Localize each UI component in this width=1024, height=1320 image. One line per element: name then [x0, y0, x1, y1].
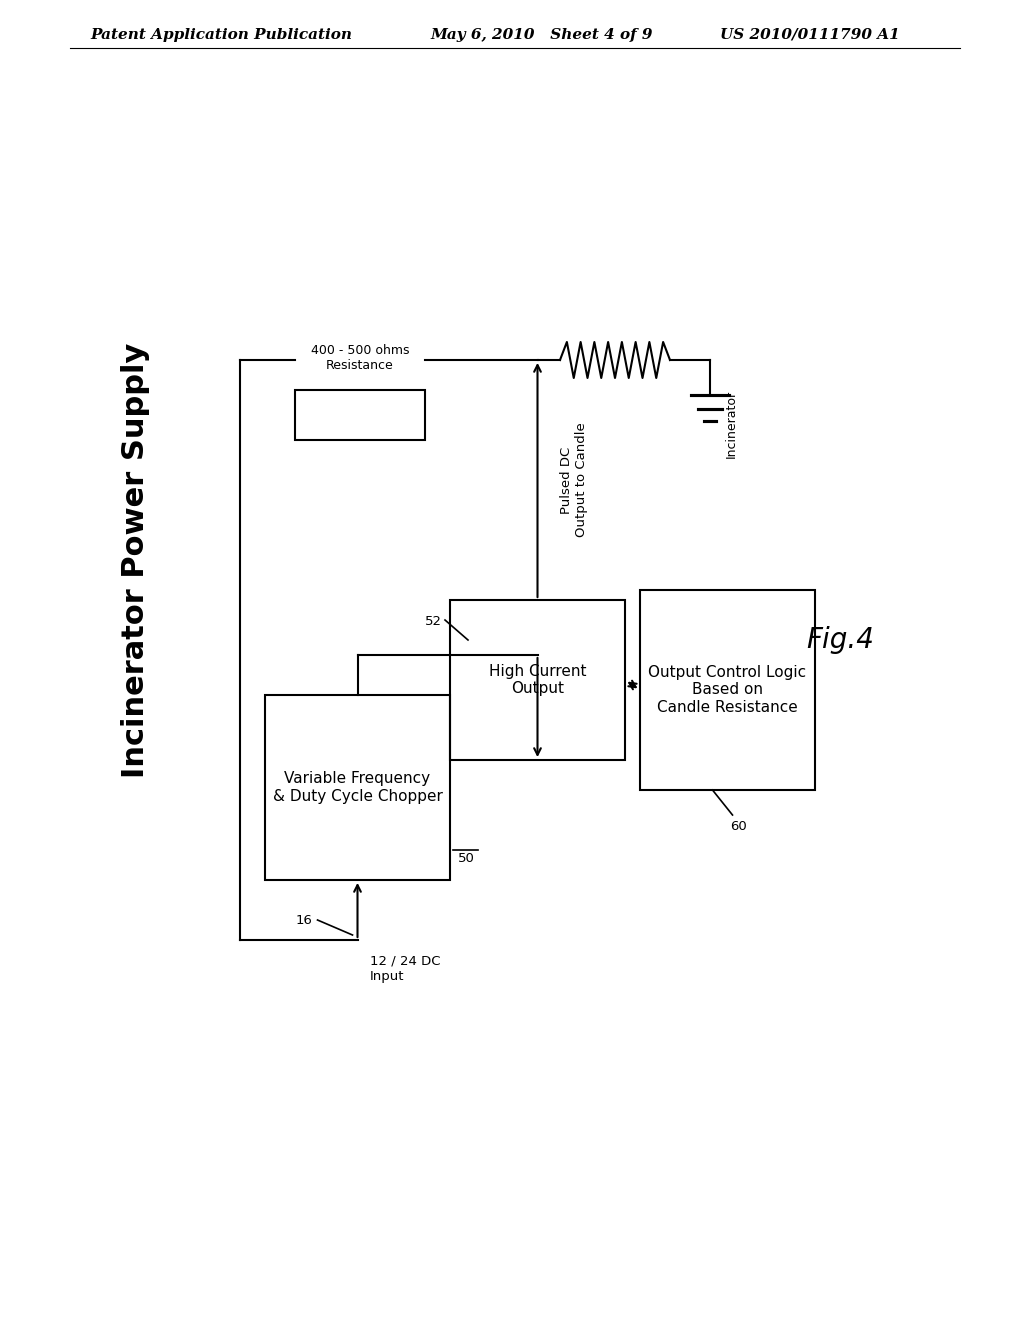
Text: Output Control Logic
Based on
Candle Resistance: Output Control Logic Based on Candle Res…: [648, 665, 807, 715]
Text: Patent Application Publication: Patent Application Publication: [90, 28, 352, 42]
Text: Pulsed DC
Output to Candle: Pulsed DC Output to Candle: [559, 422, 588, 537]
Text: Incinerator: Incinerator: [725, 389, 738, 458]
Text: 60: 60: [730, 820, 748, 833]
Text: Incinerator Power Supply: Incinerator Power Supply: [121, 342, 150, 777]
Text: High Current
Output: High Current Output: [488, 664, 587, 696]
Bar: [295, 389, 425, 440]
Bar: [450, 601, 625, 760]
Text: 50: 50: [458, 851, 475, 865]
Text: US 2010/0111790 A1: US 2010/0111790 A1: [720, 28, 900, 42]
Text: 52: 52: [425, 615, 442, 628]
Text: 12 / 24 DC
Input: 12 / 24 DC Input: [370, 954, 440, 983]
Text: 400 - 500 ohms
Resistance: 400 - 500 ohms Resistance: [310, 345, 410, 372]
Bar: [265, 696, 450, 880]
Text: Fig.4: Fig.4: [806, 626, 873, 653]
Bar: [640, 590, 815, 789]
Text: 16: 16: [296, 913, 312, 927]
Text: Variable Frequency
& Duty Cycle Chopper: Variable Frequency & Duty Cycle Chopper: [272, 771, 442, 804]
Text: May 6, 2010   Sheet 4 of 9: May 6, 2010 Sheet 4 of 9: [430, 28, 652, 42]
